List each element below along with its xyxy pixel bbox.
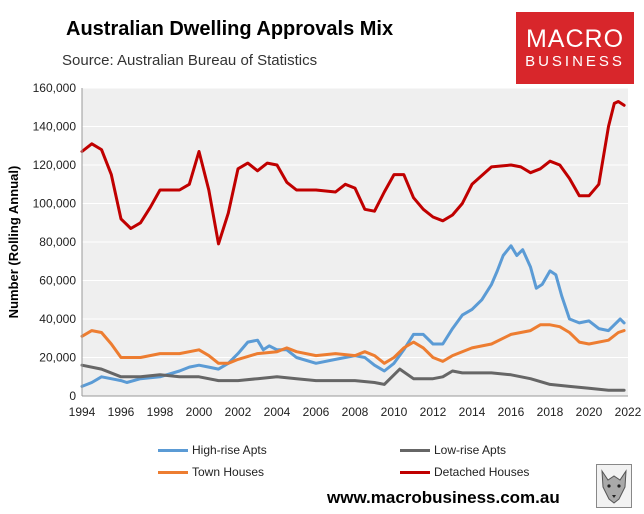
legend-swatch: [400, 471, 430, 474]
x-tick-label: 2018: [537, 405, 564, 419]
x-tick-label: 2006: [303, 405, 330, 419]
x-tick-label: 1998: [147, 405, 174, 419]
x-tick-label: 2012: [420, 405, 447, 419]
legend-label: Town Houses: [192, 465, 265, 479]
x-tick-label: 2020: [576, 405, 603, 419]
x-tick-label: 2002: [225, 405, 252, 419]
legend-swatch: [158, 471, 188, 474]
brand-logo[interactable]: MACRO BUSINESS: [516, 12, 634, 84]
y-tick-label: 120,000: [33, 158, 77, 172]
y-tick-label: 20,000: [39, 351, 76, 365]
y-tick-label: 140,000: [33, 120, 77, 134]
x-tick-label: 2004: [264, 405, 291, 419]
legend-label: Low-rise Apts: [434, 443, 507, 457]
x-tick-label: 2000: [186, 405, 213, 419]
legend-label: Detached Houses: [434, 465, 530, 479]
y-tick-label: 100,000: [33, 197, 77, 211]
footer-url-link[interactable]: www.macrobusiness.com.au: [327, 488, 560, 507]
x-tick-label: 1996: [108, 405, 135, 419]
x-tick-label: 2016: [498, 405, 525, 419]
y-tick-label: 60,000: [39, 274, 76, 288]
legend-swatch: [158, 449, 188, 452]
wolf-logo-image: [596, 464, 632, 508]
logo-line-2: BUSINESS: [525, 53, 625, 70]
y-tick-label: 40,000: [39, 312, 76, 326]
series-line-low-rise-apts: [80, 363, 626, 392]
x-tick-label: 2010: [381, 405, 408, 419]
x-tick-label: 2008: [342, 405, 369, 419]
x-tick-label: 2014: [459, 405, 486, 419]
y-tick-label: 160,000: [33, 81, 77, 95]
x-tick-label: 1994: [69, 405, 96, 419]
y-axis-label: Number (Rolling Annual): [6, 166, 21, 319]
x-tick-label: 2022: [615, 405, 642, 419]
chart-title: Australian Dwelling Approvals Mix: [66, 18, 394, 40]
wolf-icon: [601, 469, 627, 504]
legend-swatch: [400, 449, 430, 452]
y-tick-label: 80,000: [39, 235, 76, 249]
chart-subtitle: Source: Australian Bureau of Statistics: [62, 52, 318, 69]
y-tick-label: 0: [69, 389, 76, 403]
legend-label: High-rise Apts: [192, 443, 267, 457]
series-line-detached-houses: [80, 100, 626, 246]
series-line-town-houses: [80, 323, 626, 365]
logo-line-1: MACRO: [525, 25, 625, 53]
